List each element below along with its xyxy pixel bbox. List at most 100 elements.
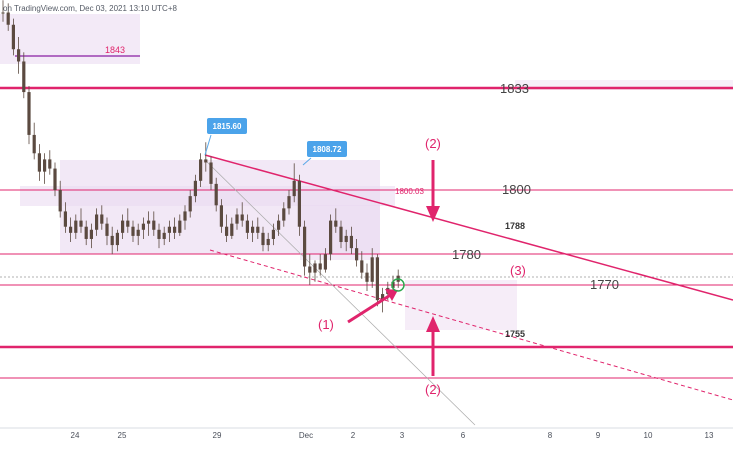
candle-body	[339, 226, 343, 243]
candle-body	[214, 183, 218, 206]
candle-body	[240, 214, 244, 221]
candle-body	[292, 180, 296, 197]
x-tick-label: 10	[644, 431, 653, 440]
price-callout-box	[307, 141, 347, 157]
candle-body	[105, 223, 109, 236]
x-tick-label: 9	[596, 431, 601, 440]
candle-body	[308, 266, 312, 273]
level-label-1800: 1800	[502, 182, 531, 197]
x-tick-label: 3	[400, 431, 405, 440]
callout-pointer	[302, 157, 312, 166]
candle-body	[17, 49, 21, 62]
arrow-up-head	[426, 316, 440, 332]
candle-body	[11, 24, 15, 50]
candle-body	[334, 220, 338, 227]
candle-body	[381, 294, 385, 301]
candle-body	[53, 168, 57, 190]
callout-pointer	[204, 134, 212, 156]
candle-body	[266, 238, 270, 246]
candle-body	[251, 226, 255, 233]
level-label-1800.03: 1800.03	[395, 187, 424, 196]
candle-body	[183, 211, 187, 221]
candle-body	[136, 229, 140, 236]
candle-body	[69, 226, 73, 233]
candle-body	[209, 162, 213, 184]
level-label-1770: 1770	[590, 277, 619, 292]
candle-body	[58, 190, 62, 212]
candle-body	[6, 12, 10, 25]
candle-body	[178, 220, 182, 233]
candle-body	[141, 223, 145, 230]
candle-body	[74, 220, 78, 233]
candle-body	[349, 235, 353, 249]
candle-body	[256, 226, 260, 233]
arrow-diagonal-head	[385, 289, 398, 301]
candle-body	[115, 232, 119, 246]
level-label-1780: 1780	[452, 247, 481, 262]
level-label-1755: 1755	[505, 329, 525, 339]
consolidation-zone	[20, 186, 395, 206]
price-callout-label: 1815.60	[213, 122, 242, 131]
level-label-1833: 1833	[500, 81, 529, 96]
candle-body	[131, 226, 135, 236]
candle-body	[167, 226, 171, 233]
candle-body	[84, 226, 88, 239]
x-axis: 24 25 29 Dec 2 3 6 8 9 10 13	[0, 427, 733, 440]
level-label-1843: 1843	[105, 45, 125, 55]
candle-body	[204, 159, 208, 163]
x-tick-label: 29	[213, 431, 222, 440]
annotation-label: (2)	[425, 136, 441, 151]
candle-body	[391, 281, 395, 288]
candle-body	[152, 220, 156, 230]
candle-body	[355, 248, 359, 261]
price-callout-box	[207, 118, 247, 134]
candle-body	[303, 226, 307, 267]
x-tick-label: 25	[118, 431, 127, 440]
candle-body	[162, 232, 166, 239]
candle-body	[313, 263, 317, 273]
candle-body	[95, 214, 99, 230]
candle-body	[79, 220, 83, 227]
arrow-diagonal-shaft	[347, 292, 393, 324]
chart-header: on TradingView.com, Dec 03, 2021 13:10 U…	[3, 4, 178, 13]
annotation-label: (2)	[425, 382, 441, 397]
candle-body	[225, 226, 229, 236]
candle-body	[344, 235, 348, 243]
candle-body	[318, 263, 322, 270]
arrow-down-head	[426, 206, 440, 222]
candle-body	[245, 220, 249, 233]
price-callout-label: 1808.72	[313, 145, 342, 154]
candle-body	[48, 159, 52, 169]
candle-body	[297, 180, 301, 227]
candle-body	[188, 196, 192, 212]
candle-body	[199, 159, 203, 181]
consolidation-zone	[515, 80, 733, 90]
candle-body	[37, 153, 41, 172]
candle-body	[261, 232, 265, 246]
x-tick-label: 8	[548, 431, 553, 440]
candle-body	[43, 159, 47, 172]
guide-line	[204, 159, 476, 426]
candle-body	[121, 220, 125, 233]
candle-body	[100, 214, 104, 224]
candle-body	[1, 12, 5, 14]
x-tick-label: Dec	[299, 431, 313, 440]
candle-body	[329, 220, 333, 255]
candle-body	[323, 254, 327, 270]
candle-body	[63, 211, 67, 227]
candle-body	[277, 220, 281, 230]
candle-body	[287, 196, 291, 209]
candle-body	[110, 235, 114, 246]
candle-body	[32, 134, 36, 154]
candle-body	[219, 205, 223, 227]
x-tick-label: 24	[71, 431, 80, 440]
candle-body	[230, 223, 234, 236]
candle-body	[27, 92, 31, 135]
highlight-circle	[391, 278, 405, 292]
candle-body	[126, 220, 130, 227]
candle-body	[282, 208, 286, 221]
candle-body	[375, 257, 379, 301]
annotation-label: (3)	[510, 263, 526, 278]
candle-body	[193, 180, 197, 197]
